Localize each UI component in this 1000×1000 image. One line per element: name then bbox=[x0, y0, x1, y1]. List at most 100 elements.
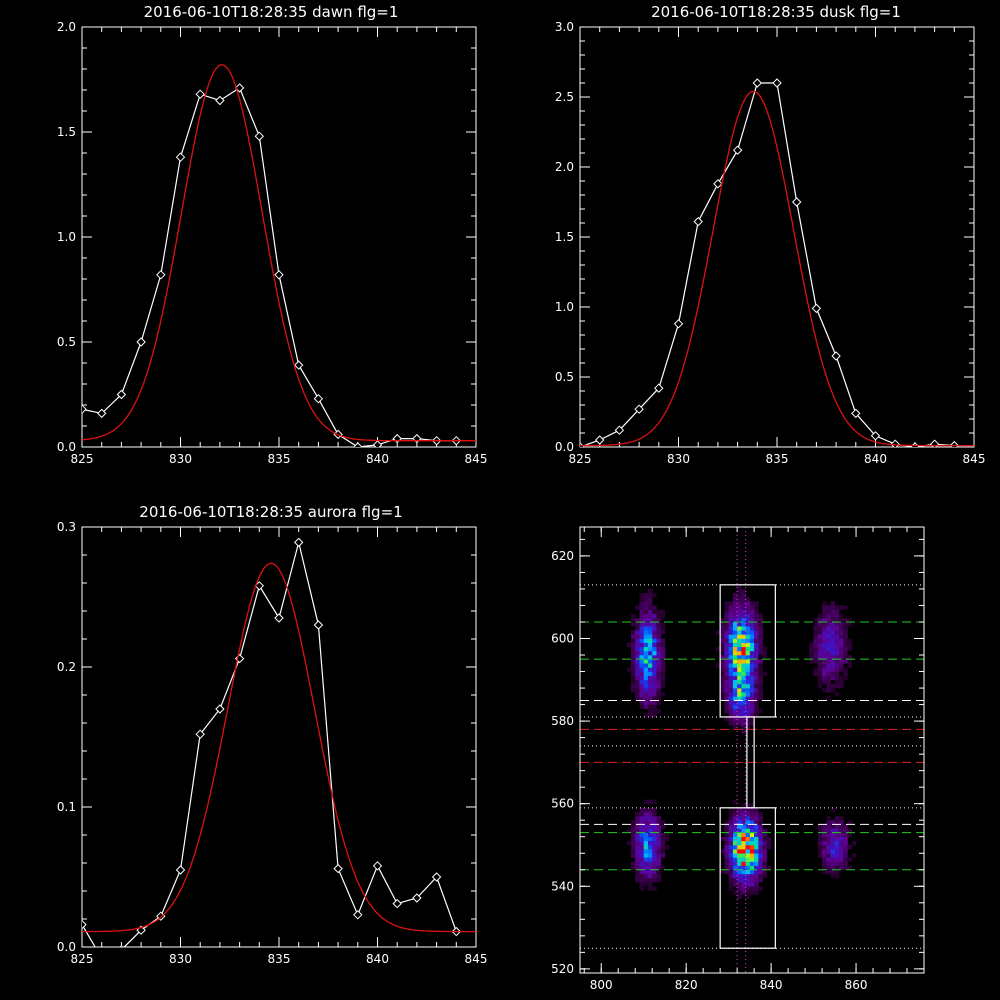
heatmap-cell bbox=[643, 700, 649, 705]
heatmap-cell bbox=[652, 836, 657, 842]
heatmap-cell bbox=[635, 621, 640, 627]
heatmap-cell bbox=[749, 692, 755, 697]
heatmap-cell bbox=[652, 667, 657, 672]
heatmap-cell bbox=[843, 828, 848, 833]
heatmap-cell bbox=[635, 638, 640, 643]
heatmap-cell bbox=[732, 861, 738, 866]
dawn-data-point bbox=[234, 83, 245, 93]
heatmap-cell bbox=[630, 832, 636, 838]
heatmap-cell bbox=[758, 646, 763, 652]
heatmap-cell bbox=[741, 613, 746, 619]
heatmap-cell bbox=[737, 828, 742, 833]
heatmap-cell bbox=[843, 849, 848, 854]
heatmap-cell bbox=[813, 621, 819, 627]
heatmap-cell bbox=[643, 621, 649, 627]
heatmap-cell bbox=[822, 857, 827, 862]
dawn-data-point bbox=[175, 152, 186, 162]
heatmap-cell bbox=[749, 679, 755, 685]
heatmap-cell bbox=[749, 886, 755, 891]
heatmap-cell bbox=[839, 626, 844, 631]
heatmap-cell bbox=[754, 667, 759, 672]
heatmap-cell bbox=[639, 621, 645, 627]
heatmap-cell bbox=[643, 688, 649, 693]
heatmap-cell bbox=[758, 878, 763, 883]
heatmap-cell bbox=[724, 832, 729, 838]
heatmap-cell bbox=[639, 605, 645, 610]
heatmap-cell bbox=[635, 683, 640, 689]
heatmap-cell bbox=[656, 857, 661, 862]
heatmap-cell bbox=[822, 613, 827, 619]
heatmap-cell bbox=[847, 844, 853, 850]
heatmap-cell bbox=[728, 613, 734, 619]
heatmap-cell bbox=[652, 696, 657, 701]
heatmap-cell bbox=[643, 853, 649, 858]
heatmap-cell bbox=[843, 621, 848, 627]
aurora-ytick-label: 0.3 bbox=[57, 520, 76, 534]
heatmap-cell bbox=[809, 642, 814, 648]
heatmap-cell bbox=[749, 712, 755, 718]
heatmap-cell bbox=[741, 836, 746, 842]
heatmap-cell bbox=[724, 642, 729, 648]
dusk-fit-curve bbox=[580, 90, 974, 447]
heatmap-cell bbox=[843, 832, 848, 838]
heatmap-cell bbox=[635, 865, 640, 871]
heatmap-cell bbox=[643, 605, 649, 610]
heatmap-cell bbox=[822, 617, 827, 623]
heatmap-cell bbox=[639, 840, 645, 846]
heatmap-cell bbox=[660, 679, 666, 685]
heatmap-cell bbox=[843, 675, 848, 681]
heatmap-cell bbox=[724, 824, 729, 829]
heatmap-cell bbox=[745, 700, 751, 705]
heatmap-cell bbox=[817, 836, 823, 842]
heatmap-cell bbox=[745, 675, 751, 681]
heatmap-cell bbox=[737, 663, 742, 668]
heatmap-cell bbox=[758, 832, 763, 838]
dawn-series-group bbox=[82, 64, 476, 447]
heatmap-cell bbox=[639, 696, 645, 701]
heatmap-cell bbox=[741, 840, 746, 846]
heatmap-cell bbox=[749, 857, 755, 862]
heatmap-cell bbox=[826, 853, 831, 858]
heatmap-cell bbox=[839, 836, 844, 842]
heatmap-cell bbox=[839, 617, 844, 623]
heatmap-cell bbox=[745, 869, 751, 875]
heatmap-cell bbox=[720, 683, 725, 689]
dawn-ytick-label: 1.5 bbox=[57, 125, 76, 139]
heatmap-cell bbox=[643, 865, 649, 871]
heatmap-cell bbox=[732, 849, 738, 854]
heatmap-cell bbox=[749, 873, 755, 879]
heatmap-cell bbox=[839, 683, 844, 689]
heatmap-cell bbox=[732, 597, 738, 602]
heatmap-cell bbox=[826, 696, 831, 701]
heatmap-cell bbox=[834, 634, 840, 639]
heatmap-cell bbox=[652, 873, 657, 879]
heatmap-cell bbox=[635, 626, 640, 631]
heatmap-cell bbox=[647, 840, 653, 846]
heatmap-cell bbox=[754, 836, 759, 842]
aurora-xtick-label: 825 bbox=[71, 952, 94, 966]
aurora-data-point bbox=[274, 613, 284, 623]
heatmap-cell bbox=[741, 634, 746, 639]
heatmap-cell bbox=[830, 861, 836, 866]
heatmap-cell bbox=[724, 708, 729, 714]
heatmap-cell bbox=[656, 840, 661, 846]
dusk-plot-area: 825 830 835 840 845 0.0 0.5 1.0 1.5 2.0 2.5 3.0 bbox=[555, 20, 986, 466]
heatmap-cell bbox=[809, 659, 814, 664]
heatmap-cell bbox=[639, 807, 645, 813]
heatmap-cell bbox=[720, 621, 725, 627]
heatmap-cell bbox=[839, 630, 844, 635]
heatmap-cell bbox=[766, 844, 772, 850]
heatmap-cell bbox=[762, 873, 768, 879]
heatmap-cell bbox=[839, 613, 844, 619]
heatmap-cell bbox=[720, 626, 725, 631]
heatmap-cell bbox=[813, 667, 819, 672]
heatmap-cell bbox=[635, 853, 640, 858]
heatmap-cell bbox=[643, 609, 649, 615]
heatmap-cell bbox=[834, 626, 840, 631]
heatmap-cell bbox=[839, 605, 844, 610]
heatmap-cell bbox=[656, 679, 661, 685]
aurora-data-point bbox=[195, 729, 205, 739]
heatmap-cell bbox=[830, 626, 836, 631]
heatmap-cell bbox=[737, 621, 742, 627]
heatmap-cell bbox=[652, 712, 657, 718]
